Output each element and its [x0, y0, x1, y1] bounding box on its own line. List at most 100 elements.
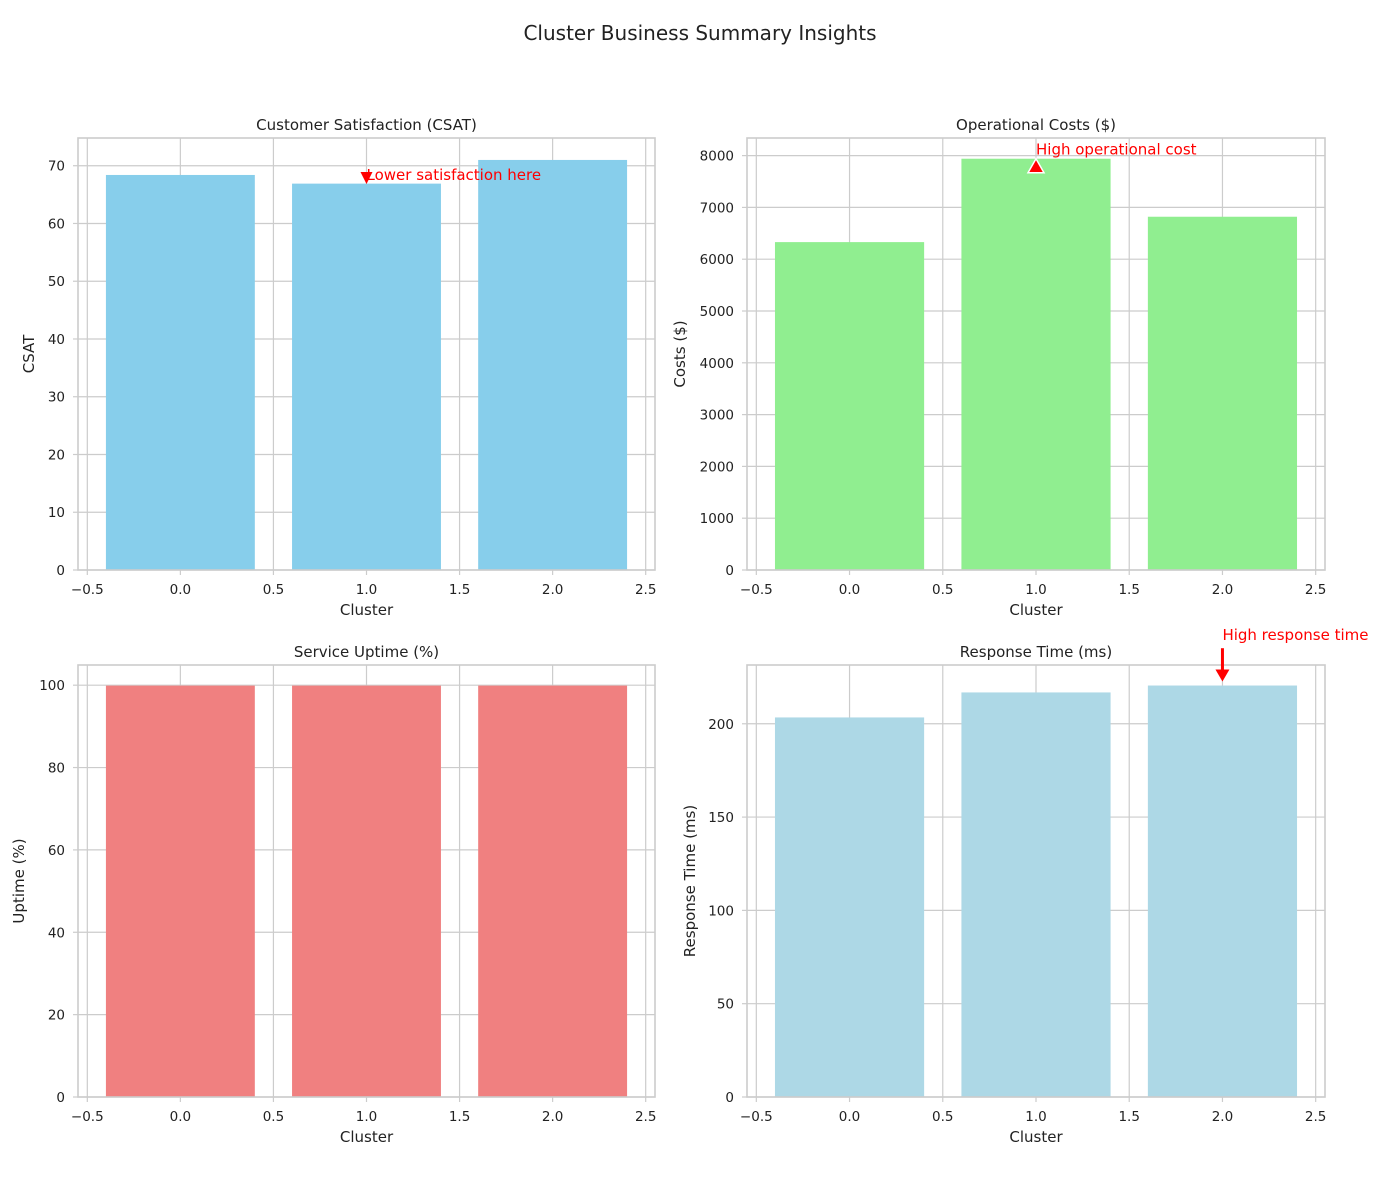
bar-cluster-1 [292, 685, 441, 1097]
x-axis-label: Cluster [1009, 601, 1063, 619]
bars [774, 685, 1298, 1097]
y-tick-label: 60 [48, 216, 65, 232]
bar-cluster-0 [105, 174, 255, 570]
y-tick-label: 7000 [700, 200, 734, 216]
annotation: High operational cost [1026, 141, 1197, 174]
x-tick-label: 1.5 [449, 1109, 470, 1125]
y-tick-label: 40 [48, 332, 65, 348]
x-tick-label: 0.5 [932, 1109, 953, 1125]
subplot-title: Response Time (ms) [960, 643, 1112, 661]
annotation-text: High operational cost [1036, 141, 1197, 159]
bar-cluster-2 [1147, 216, 1298, 570]
bar-cluster-0 [105, 685, 255, 1097]
x-axis-label: Cluster [340, 1128, 394, 1146]
tick-labels: −0.5 0.0 0.5 1.0 1.5 2.0 2.5 0 20 40 60 80 100 [39, 678, 656, 1125]
annotation-arrow-head [1215, 669, 1230, 682]
y-tick-label: 80 [48, 761, 65, 777]
annotation-text: Lower satisfaction here [367, 166, 542, 184]
bar-cluster-0 [774, 717, 925, 1097]
x-tick-label: 2.0 [1212, 582, 1233, 598]
x-tick-label: 1.0 [1025, 582, 1046, 598]
subplot-grid: −0.5 0.0 0.5 1.0 1.5 2.0 2.5 0 10 20 30 40 50 60 70 Cus… [10, 116, 1368, 1146]
y-tick-label: 30 [48, 390, 65, 406]
subplot-title: Service Uptime (%) [294, 643, 439, 661]
tick-labels: −0.5 0.0 0.5 1.0 1.5 2.0 2.5 0 1000 2000 3000 4000 5… [700, 149, 1327, 598]
subplot-title: Operational Costs ($) [956, 116, 1116, 134]
tick-labels: −0.5 0.0 0.5 1.0 1.5 2.0 2.5 0 10 20 30 40 50 60 70 [48, 159, 657, 598]
x-axis-label: Cluster [1009, 1128, 1063, 1146]
x-tick-label: −0.5 [740, 1109, 773, 1125]
annotation: Lower satisfaction here [360, 166, 542, 184]
y-tick-label: 100 [708, 903, 734, 919]
x-tick-label: 2.5 [1305, 582, 1326, 598]
y-tick-label: 70 [48, 159, 65, 175]
x-tick-label: 2.5 [1305, 1109, 1326, 1125]
y-tick-label: 3000 [700, 408, 734, 424]
y-tick-label: 0 [725, 563, 734, 579]
annotation-arrow-head [360, 171, 373, 184]
x-tick-label: 2.0 [542, 582, 563, 598]
x-tick-label: 2.5 [635, 582, 656, 598]
y-tick-label: 150 [708, 810, 734, 826]
x-tick-label: −0.5 [71, 582, 104, 598]
x-tick-label: 0.0 [839, 582, 860, 598]
x-tick-label: 0.5 [263, 1109, 284, 1125]
bar-cluster-2 [1147, 685, 1298, 1097]
bar-cluster-1 [292, 183, 441, 570]
x-tick-label: −0.5 [740, 582, 773, 598]
y-tick-label: 20 [48, 1008, 65, 1024]
y-tick-label: 1000 [700, 511, 734, 527]
y-tick-label: 20 [48, 447, 65, 463]
y-axis-label: Costs ($) [671, 320, 689, 387]
x-tick-label: 1.0 [356, 1109, 377, 1125]
subplot-1: −0.5 0.0 0.5 1.0 1.5 2.0 2.5 0 1000 2000 3000 4000 5… [671, 116, 1326, 619]
y-tick-label: 8000 [700, 149, 734, 165]
annotation-arrow-head [1026, 157, 1046, 174]
y-tick-label: 60 [48, 843, 65, 859]
bar-cluster-2 [478, 159, 628, 570]
annotation-text: High response time [1222, 626, 1368, 644]
x-tick-label: 1.5 [1118, 582, 1139, 598]
y-tick-label: 50 [717, 997, 734, 1013]
y-tick-label: 4000 [700, 356, 734, 372]
y-tick-label: 200 [708, 717, 734, 733]
y-tick-label: 6000 [700, 252, 734, 268]
x-tick-label: −0.5 [71, 1109, 104, 1125]
x-tick-label: 0.5 [932, 582, 953, 598]
x-axis-label: Cluster [340, 601, 394, 619]
y-axis-label: CSAT [20, 334, 38, 373]
tick-labels: −0.5 0.0 0.5 1.0 1.5 2.0 2.5 0 50 100 150 200 [708, 717, 1326, 1125]
y-tick-label: 0 [725, 1090, 734, 1106]
annotation: High response time [1215, 626, 1368, 682]
bars [774, 158, 1298, 570]
x-tick-label: 1.0 [356, 582, 377, 598]
x-tick-label: 1.5 [1118, 1109, 1139, 1125]
y-tick-label: 5000 [700, 304, 734, 320]
y-tick-label: 0 [56, 1090, 65, 1106]
x-tick-label: 2.0 [1212, 1109, 1233, 1125]
y-tick-label: 40 [48, 925, 65, 941]
bar-cluster-1 [961, 692, 1111, 1097]
x-tick-label: 0.0 [839, 1109, 860, 1125]
y-axis-label: Response Time (ms) [681, 805, 699, 957]
y-tick-label: 10 [48, 505, 65, 521]
x-tick-label: 1.5 [449, 582, 470, 598]
bars [105, 685, 628, 1097]
x-tick-label: 1.0 [1025, 1109, 1046, 1125]
figure-title: Cluster Business Summary Insights [523, 21, 876, 45]
bar-cluster-2 [478, 685, 628, 1097]
y-tick-label: 0 [56, 563, 65, 579]
x-tick-label: 0.0 [170, 1109, 191, 1125]
subplot-3: −0.5 0.0 0.5 1.0 1.5 2.0 2.5 0 50 100 150 200 Respon… [681, 626, 1368, 1146]
x-tick-label: 2.0 [542, 1109, 563, 1125]
bar-cluster-0 [774, 242, 925, 570]
bars [105, 159, 628, 570]
subplot-2: −0.5 0.0 0.5 1.0 1.5 2.0 2.5 0 20 40 60 80 100 Servic… [10, 643, 656, 1146]
x-tick-label: 0.0 [170, 582, 191, 598]
y-tick-label: 50 [48, 274, 65, 290]
y-tick-label: 2000 [700, 459, 734, 475]
subplot-title: Customer Satisfaction (CSAT) [256, 116, 477, 134]
subplot-0: −0.5 0.0 0.5 1.0 1.5 2.0 2.5 0 10 20 30 40 50 60 70 Cus… [20, 116, 656, 619]
y-tick-label: 100 [39, 678, 65, 694]
